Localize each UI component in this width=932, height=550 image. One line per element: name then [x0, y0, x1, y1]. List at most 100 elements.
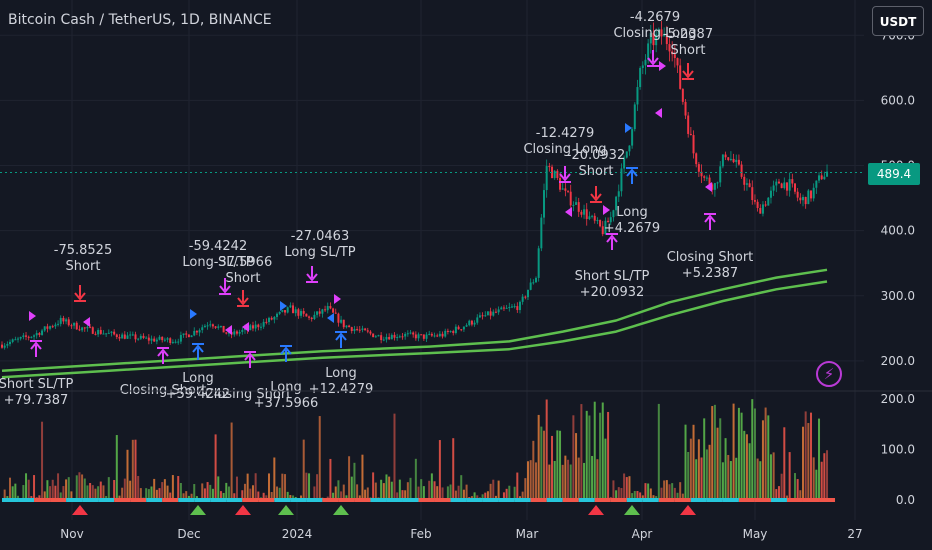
indicator-axis[interactable]: 0.0 100.0 200.0 — [881, 392, 915, 507]
candle-body — [777, 181, 780, 184]
histogram-bar — [345, 495, 348, 500]
currency-button[interactable]: USDT — [872, 6, 924, 36]
histogram-bar — [628, 476, 631, 500]
triangle-right-23 — [334, 294, 341, 304]
histogram-bar — [802, 426, 804, 500]
histogram-bar — [548, 464, 551, 500]
candle-body — [169, 338, 172, 343]
candle-body — [62, 317, 65, 322]
candle-body — [241, 330, 244, 332]
histogram-bar — [273, 457, 276, 500]
candle-body — [532, 282, 535, 284]
candle-body — [364, 328, 367, 331]
histogram-bar — [596, 459, 599, 500]
candle-body — [377, 335, 380, 337]
histogram-bar — [764, 407, 767, 500]
arrow-up-head-15 — [606, 234, 618, 243]
indicator-baseline — [2, 498, 836, 502]
candle-body — [807, 190, 810, 205]
arrow-down-head-3 — [306, 273, 318, 282]
flash-icon[interactable]: ⚡ — [816, 361, 842, 387]
histogram-bar — [826, 450, 829, 500]
candle-body — [692, 135, 695, 154]
candle-body — [740, 164, 743, 177]
candle-body — [187, 334, 190, 338]
candle-body — [9, 341, 12, 345]
baseline-segment — [803, 498, 819, 502]
histogram-bar — [382, 483, 385, 500]
trade-markers — [29, 50, 716, 368]
candle-body — [345, 325, 348, 328]
histogram-bar — [289, 495, 292, 500]
histogram-bar — [49, 486, 52, 500]
histogram-bar — [633, 491, 636, 500]
candle-body — [671, 51, 674, 55]
candle-body — [569, 191, 572, 206]
histogram-bar — [430, 473, 433, 500]
candle-body — [276, 313, 279, 317]
candle-body — [89, 326, 92, 328]
candle-body — [775, 181, 778, 186]
histogram-bar — [171, 475, 174, 500]
candle-body — [772, 185, 775, 191]
histogram-bar — [348, 456, 351, 500]
histogram-bar — [219, 491, 222, 500]
candle-body — [193, 330, 196, 336]
arrow-down-head-6 — [647, 57, 659, 66]
histogram-bar — [591, 455, 594, 500]
candle-body — [390, 334, 393, 340]
histogram-bar — [620, 488, 623, 500]
candle-body — [27, 336, 30, 338]
triangle-right-22 — [280, 301, 287, 311]
candle-body — [575, 202, 578, 205]
candle-body — [54, 324, 57, 327]
histogram-bar — [583, 462, 586, 500]
histogram-bar — [705, 449, 708, 500]
histogram-bar — [540, 426, 543, 500]
candle-body — [823, 176, 826, 180]
histogram-bar — [692, 424, 695, 500]
candle-body — [366, 330, 369, 332]
candle-body — [110, 331, 113, 333]
candle-body — [572, 204, 575, 206]
histogram-bar — [41, 421, 44, 500]
histogram-bar — [617, 487, 620, 500]
candle-body — [457, 326, 460, 330]
candle-body — [695, 153, 698, 165]
candle-body — [468, 320, 471, 326]
candle-body — [657, 29, 660, 35]
chart-title: Bitcoin Cash / TetherUS, 1D, BINANCE — [8, 12, 272, 28]
candle-body — [203, 325, 206, 328]
candle-body — [537, 248, 540, 278]
candle-body — [41, 330, 44, 335]
baseline-segment — [514, 498, 531, 502]
histogram-bar — [689, 438, 692, 500]
time-axis[interactable]: Nov Dec 2024 Feb Mar Apr May 27 — [60, 527, 862, 541]
baseline-segment — [242, 498, 259, 502]
baseline-segment — [98, 498, 115, 502]
histogram-bar — [246, 473, 249, 500]
baseline-segment — [546, 498, 563, 502]
indicator-triangle-6 — [624, 505, 640, 515]
histogram-bar — [639, 492, 642, 500]
histogram-bar — [390, 481, 393, 500]
histogram-bar — [329, 458, 332, 500]
candle-body — [249, 325, 252, 331]
candle-body — [414, 334, 417, 339]
histogram-bar — [54, 485, 57, 500]
candle-body — [198, 330, 201, 333]
candle-body — [115, 334, 118, 338]
candle-body — [342, 319, 345, 328]
histogram-bar — [553, 460, 556, 500]
triangle-right-17 — [29, 311, 36, 321]
baseline-segment — [594, 498, 611, 502]
histogram-bar — [222, 492, 225, 500]
time-tick-label-4: Mar — [516, 527, 539, 541]
candle-body — [713, 183, 716, 190]
histogram-bar — [417, 486, 420, 500]
candle-body — [649, 32, 652, 44]
histogram-bar — [532, 440, 535, 500]
candle-body — [409, 332, 412, 334]
